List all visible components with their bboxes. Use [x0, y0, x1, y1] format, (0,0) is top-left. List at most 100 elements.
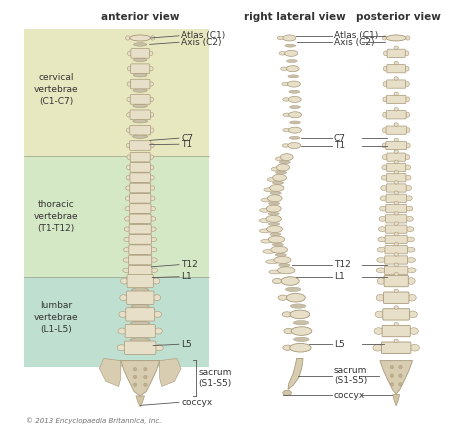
Polygon shape — [288, 359, 303, 389]
Ellipse shape — [381, 186, 387, 191]
FancyBboxPatch shape — [131, 48, 149, 58]
Ellipse shape — [278, 295, 288, 301]
Ellipse shape — [266, 260, 279, 264]
FancyBboxPatch shape — [125, 324, 155, 338]
Ellipse shape — [150, 128, 154, 132]
Circle shape — [144, 368, 147, 371]
Ellipse shape — [272, 243, 283, 246]
Ellipse shape — [150, 216, 156, 221]
Ellipse shape — [394, 107, 398, 111]
Ellipse shape — [118, 328, 126, 334]
FancyBboxPatch shape — [383, 309, 410, 320]
Ellipse shape — [394, 92, 398, 96]
Ellipse shape — [383, 128, 387, 132]
Ellipse shape — [376, 294, 384, 301]
Ellipse shape — [132, 265, 149, 268]
Text: T1: T1 — [334, 141, 345, 150]
Ellipse shape — [277, 36, 284, 40]
Text: T1: T1 — [181, 140, 192, 149]
Ellipse shape — [275, 171, 287, 174]
Ellipse shape — [275, 157, 284, 161]
Ellipse shape — [150, 227, 156, 231]
FancyBboxPatch shape — [129, 224, 151, 234]
Ellipse shape — [410, 344, 419, 351]
Ellipse shape — [154, 311, 162, 317]
Text: T12: T12 — [334, 260, 351, 269]
Ellipse shape — [150, 175, 154, 180]
Ellipse shape — [373, 344, 383, 351]
Ellipse shape — [259, 229, 271, 233]
Ellipse shape — [127, 165, 131, 170]
Ellipse shape — [394, 306, 398, 309]
Text: sacrum
(S1-S5): sacrum (S1-S5) — [198, 368, 232, 388]
Ellipse shape — [383, 82, 387, 87]
Ellipse shape — [128, 67, 132, 71]
Ellipse shape — [279, 161, 291, 164]
Ellipse shape — [285, 287, 301, 291]
Ellipse shape — [377, 258, 385, 262]
Ellipse shape — [133, 193, 148, 196]
Ellipse shape — [405, 82, 410, 87]
FancyBboxPatch shape — [384, 266, 408, 275]
Ellipse shape — [286, 66, 299, 72]
Ellipse shape — [153, 278, 160, 284]
Ellipse shape — [134, 43, 147, 46]
Ellipse shape — [293, 337, 309, 342]
Ellipse shape — [377, 247, 386, 252]
Circle shape — [133, 383, 137, 386]
Ellipse shape — [149, 82, 153, 86]
Ellipse shape — [132, 203, 148, 207]
Ellipse shape — [130, 35, 151, 41]
Text: coccyx: coccyx — [181, 398, 212, 407]
Ellipse shape — [407, 237, 414, 242]
Ellipse shape — [382, 165, 387, 170]
Ellipse shape — [283, 129, 290, 132]
FancyBboxPatch shape — [386, 126, 406, 134]
Ellipse shape — [269, 270, 282, 274]
Circle shape — [399, 383, 402, 386]
Ellipse shape — [283, 113, 290, 116]
Ellipse shape — [264, 188, 274, 192]
Ellipse shape — [410, 328, 419, 334]
Ellipse shape — [269, 202, 280, 205]
Ellipse shape — [383, 97, 387, 102]
Ellipse shape — [405, 51, 409, 56]
Ellipse shape — [405, 113, 410, 117]
Ellipse shape — [126, 36, 130, 40]
Ellipse shape — [277, 267, 295, 274]
Ellipse shape — [405, 66, 409, 71]
FancyBboxPatch shape — [126, 308, 155, 321]
FancyBboxPatch shape — [386, 184, 406, 192]
Ellipse shape — [273, 174, 286, 181]
FancyBboxPatch shape — [385, 225, 407, 233]
Circle shape — [133, 368, 137, 371]
Ellipse shape — [153, 295, 161, 301]
FancyBboxPatch shape — [130, 95, 150, 104]
Ellipse shape — [407, 247, 415, 252]
FancyBboxPatch shape — [386, 142, 407, 150]
Ellipse shape — [406, 216, 413, 221]
Ellipse shape — [394, 263, 398, 266]
Ellipse shape — [132, 244, 148, 248]
Ellipse shape — [394, 272, 398, 276]
FancyBboxPatch shape — [383, 292, 409, 304]
Ellipse shape — [281, 67, 288, 71]
Ellipse shape — [378, 237, 386, 242]
Ellipse shape — [273, 278, 282, 284]
Ellipse shape — [127, 128, 131, 132]
Ellipse shape — [149, 165, 154, 170]
Ellipse shape — [285, 50, 298, 56]
Ellipse shape — [383, 155, 388, 159]
FancyBboxPatch shape — [386, 95, 406, 103]
FancyBboxPatch shape — [130, 173, 150, 182]
Ellipse shape — [267, 178, 277, 181]
Ellipse shape — [406, 128, 410, 132]
Ellipse shape — [280, 154, 293, 161]
Ellipse shape — [394, 46, 398, 49]
Ellipse shape — [133, 182, 148, 186]
Polygon shape — [380, 361, 412, 394]
Ellipse shape — [394, 222, 398, 225]
Ellipse shape — [276, 164, 290, 171]
Ellipse shape — [289, 90, 300, 93]
Polygon shape — [136, 396, 145, 407]
